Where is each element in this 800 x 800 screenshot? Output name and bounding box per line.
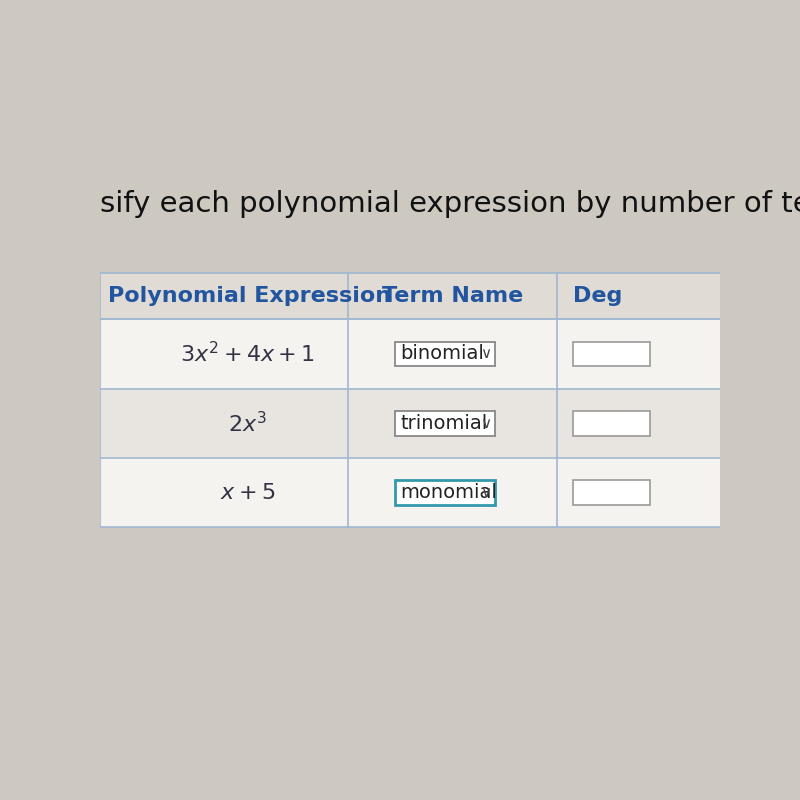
Text: ∨: ∨ — [480, 485, 491, 500]
FancyBboxPatch shape — [394, 480, 495, 505]
Text: $x + 5$: $x + 5$ — [219, 482, 275, 502]
Text: Polynomial Expression: Polynomial Expression — [108, 286, 391, 306]
FancyBboxPatch shape — [573, 480, 650, 505]
Text: $3x^2 + 4x + 1$: $3x^2 + 4x + 1$ — [180, 342, 314, 366]
Text: trinomial: trinomial — [401, 414, 488, 433]
Text: ∨: ∨ — [480, 416, 491, 430]
Text: ∨: ∨ — [480, 346, 491, 362]
Bar — [96, 319, 774, 389]
Bar — [96, 273, 774, 319]
FancyBboxPatch shape — [394, 411, 495, 435]
FancyBboxPatch shape — [573, 342, 650, 366]
Text: monomial: monomial — [401, 483, 498, 502]
Text: sify each polynomial expression by number of terms and by degr: sify each polynomial expression by numbe… — [100, 190, 800, 218]
Bar — [96, 389, 774, 458]
FancyBboxPatch shape — [573, 411, 650, 435]
Text: $2x^3$: $2x^3$ — [228, 410, 266, 436]
Text: Deg: Deg — [573, 286, 622, 306]
FancyBboxPatch shape — [394, 342, 495, 366]
Text: binomial: binomial — [401, 345, 485, 363]
Bar — [96, 458, 774, 527]
Text: Term Name: Term Name — [382, 286, 523, 306]
